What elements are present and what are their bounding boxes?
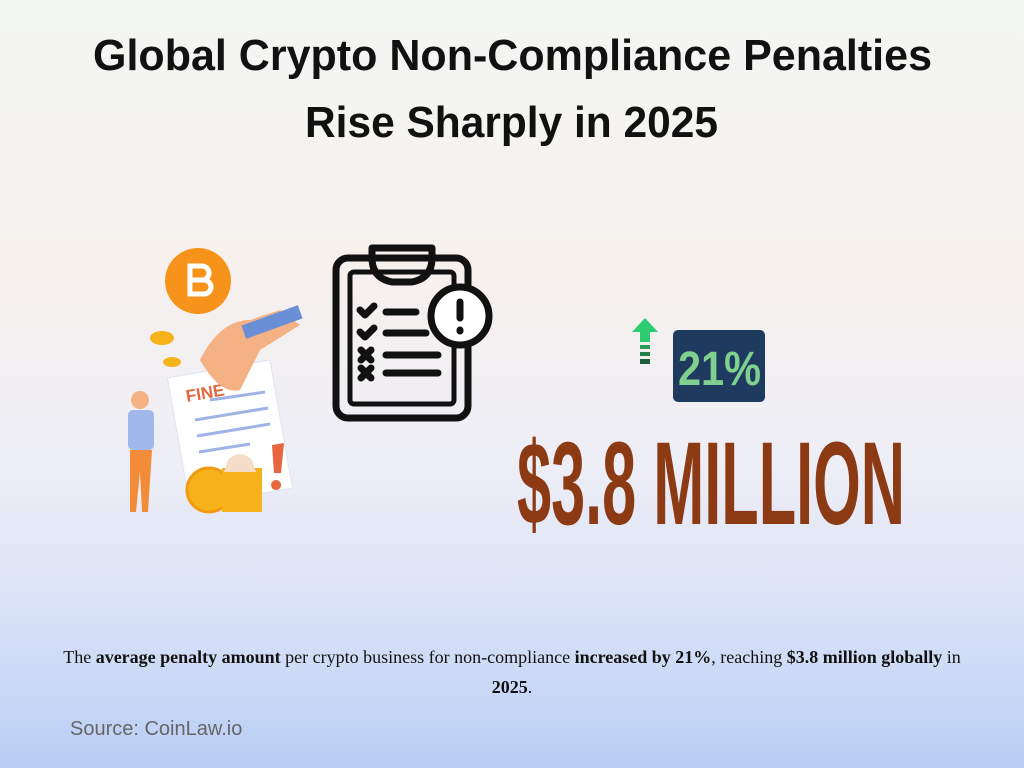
fine-illustration: FINE xyxy=(128,248,303,514)
change-value: 21% xyxy=(678,343,761,396)
title-line: Rise Sharply in 2025 xyxy=(305,98,718,147)
caption-text: . xyxy=(527,677,533,697)
caption-text: in xyxy=(942,647,961,667)
caption-emphasis: increased by 21% xyxy=(574,647,712,667)
up-arrow xyxy=(632,318,658,364)
caption-emphasis: $3.8 million globally xyxy=(786,647,943,667)
caption: The average penalty amount per crypto bu… xyxy=(60,642,964,702)
source: Source: CoinLaw.io xyxy=(70,718,243,740)
caption-text: The xyxy=(63,647,96,667)
caption-emphasis: 2025 xyxy=(491,677,528,697)
clipboard-icon xyxy=(332,244,493,422)
caption-emphasis: average penalty amount xyxy=(95,647,281,667)
caption-text: , reaching xyxy=(711,647,787,667)
change-badge xyxy=(673,330,765,402)
caption-text: per crypto business for non-compliance xyxy=(280,647,575,667)
title-line: Global Crypto Non-Compliance Penalties xyxy=(93,31,932,80)
amount-value: $3.8 MILLION xyxy=(517,418,905,550)
